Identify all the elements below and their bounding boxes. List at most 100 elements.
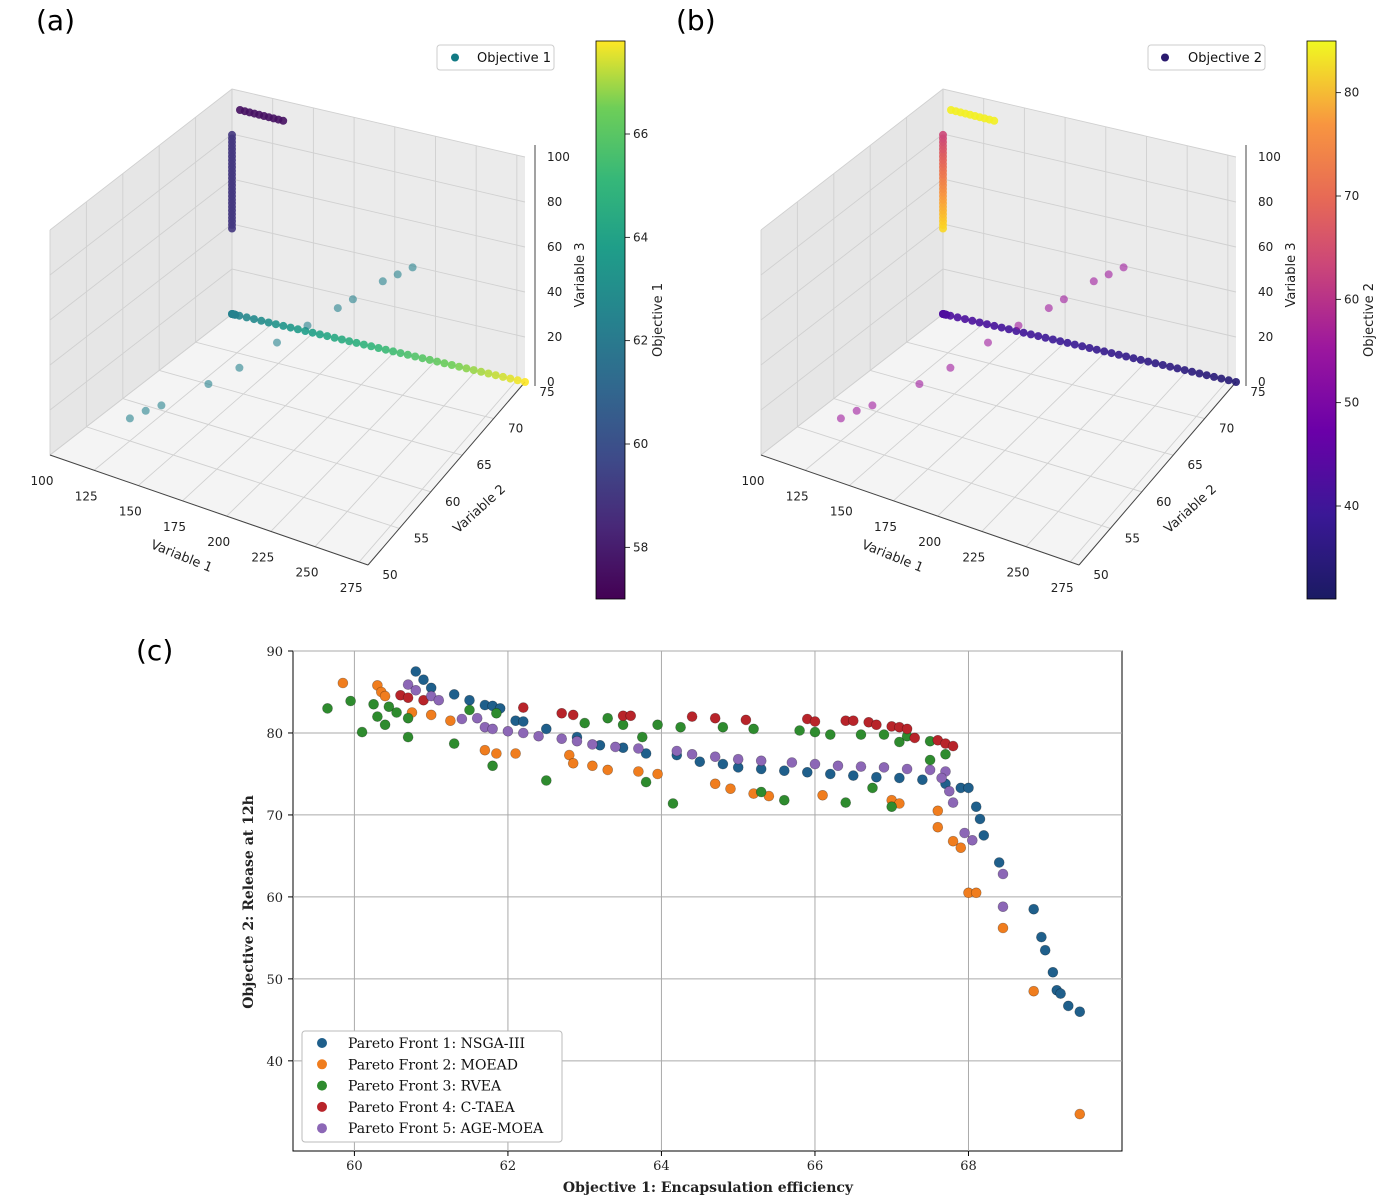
panel-c-point-series-1 — [974, 813, 986, 825]
panel-a-data-point — [293, 325, 302, 334]
panel-b-y-tick-label: 70 — [1219, 422, 1234, 436]
panel-c-point-series-1 — [464, 694, 475, 706]
panel-c-point-series-1 — [410, 666, 422, 677]
panel-c-point-series-1 — [963, 782, 974, 794]
panel-b-data-point — [1158, 361, 1167, 369]
panel-b-data-point — [1166, 362, 1175, 371]
panel-c-point-series-5 — [556, 733, 568, 745]
panel-c-point-series-4 — [847, 715, 859, 727]
panel-c-point-series-3 — [579, 717, 591, 729]
panel-c-x-tick-label: 66 — [807, 1159, 824, 1174]
panel-c-y-tick-label: 60 — [266, 891, 283, 906]
panel-c-point-series-3 — [402, 731, 414, 743]
panel-c-point-series-5 — [878, 762, 890, 773]
panel-c-scatter-plot: 60 62 64 66 68 40 50 60 70 80 90 Objective 1: Enca… — [241, 645, 1123, 1196]
panel-c-point-series-3 — [345, 695, 356, 707]
panel-c-point-series-1 — [1039, 944, 1051, 956]
panel-c-point-series-1 — [824, 768, 836, 780]
panel-b-data-point — [1048, 335, 1057, 344]
panel-b-x-tick-label: 200 — [918, 535, 941, 549]
panel-a-x-axis-label: Variable 1 — [148, 538, 214, 576]
panel-c-x-tick-label: 68 — [960, 1159, 977, 1174]
panel-b-data-point — [1089, 277, 1098, 286]
panel-b-x-tick-label: 125 — [786, 489, 809, 503]
panel-b-z-tick-label: 100 — [1258, 150, 1281, 164]
panel-b-data-point — [1019, 328, 1028, 337]
panel-b-data-point — [1217, 374, 1226, 383]
panel-b-data-point — [1100, 347, 1109, 356]
panel-c-point-series-5 — [786, 757, 798, 768]
panel-a-data-point — [228, 130, 236, 139]
panel-a-back-wall-pane — [232, 89, 525, 382]
panel-c-point-series-2 — [510, 748, 521, 759]
panel-c-legend-marker — [317, 1080, 327, 1091]
panel-b-data-point — [1044, 304, 1053, 313]
panel-c-legend-label: Pareto Front 2: MOEAD — [348, 1057, 518, 1073]
panel-c-point-series-3 — [755, 786, 767, 798]
panel-a-x-tick-label: 100 — [31, 474, 54, 488]
panel-c-legend-label: Pareto Front 1: NSGA-III — [348, 1036, 525, 1052]
panel-c-point-series-5 — [732, 753, 744, 765]
panel-a-data-point — [521, 378, 529, 386]
panel-c-point-series-2 — [709, 778, 721, 790]
panel-a-colorbar: 58 60 62 64 66 Objective 1 — [595, 40, 666, 600]
panel-c-point-series-1 — [1036, 931, 1047, 943]
panel-c-legend-marker — [317, 1101, 327, 1112]
panel-b-data-point — [1056, 337, 1065, 346]
panel-a-y-tick-label: 60 — [445, 495, 460, 509]
panel-a-z-tick-label: 100 — [547, 150, 570, 164]
panel-a-data-point — [235, 363, 244, 372]
panel-c-point-series-5 — [456, 713, 468, 725]
panel-c-point-series-4 — [809, 716, 821, 727]
panel-b-data-point — [984, 338, 992, 347]
panel-b-data-point — [1078, 342, 1087, 351]
panel-c-y-tick-label: 70 — [266, 809, 283, 824]
panel-c-point-series-1 — [1063, 1000, 1074, 1012]
panel-c-point-series-2 — [587, 760, 598, 772]
panel-b-data-point — [968, 316, 977, 325]
panel-c-legend-label: Pareto Front 5: AGE-MOEA — [348, 1121, 544, 1137]
panel-b-legend-label: Objective 2 — [1188, 51, 1262, 66]
panel-b-colorbar-tick-label: 50 — [1344, 396, 1359, 410]
panel-a-data-point — [333, 304, 342, 313]
panel-a-x-tick-label: 175 — [163, 520, 186, 534]
panel-a-z-tick-label: 60 — [547, 240, 562, 254]
panel-a-y-tick-label: 70 — [508, 422, 523, 436]
panel-b-data-point — [990, 116, 999, 125]
panel-a-data-point — [491, 371, 500, 380]
panel-a-floor-pane — [50, 314, 525, 565]
panel-b-data-point — [942, 310, 951, 319]
panel-c-point-series-2 — [479, 744, 491, 756]
panel-c-x-tick-label: 60 — [346, 1159, 363, 1174]
panel-a-data-point — [264, 318, 273, 327]
panel-b-x-tick-label: 175 — [874, 520, 897, 534]
panel-c-legend-marker — [317, 1059, 327, 1070]
panel-b-grid-line — [760, 268, 1237, 411]
panel-c-point-series-3 — [675, 721, 686, 733]
panel-b-data-point — [868, 401, 877, 410]
panel-c-point-series-5 — [410, 684, 422, 696]
panel-c-point-series-5 — [686, 748, 698, 760]
panel-a-data-point — [231, 310, 240, 319]
panel-a-data-point — [323, 332, 332, 341]
panel-c-point-series-3 — [383, 701, 395, 713]
panel-c-point-series-3 — [602, 712, 614, 724]
panel-c-point-series-3 — [778, 794, 790, 806]
panel-c-point-series-3 — [379, 719, 391, 731]
panel-c-point-series-3 — [794, 725, 805, 736]
panel-b-data-point — [915, 380, 924, 388]
panel-c-x-tick-label: 62 — [500, 1159, 517, 1174]
panel-b-data-point — [1136, 355, 1145, 364]
panel-a-data-point — [425, 355, 434, 364]
panel-a-data-point — [477, 367, 486, 376]
panel-c-legend-marker — [317, 1123, 327, 1134]
panel-b-back-wall-pane — [943, 89, 1236, 382]
panel-c-point-series-3 — [840, 797, 852, 808]
panel-c-point-series-2 — [817, 789, 828, 801]
panel-c-point-series-1 — [978, 830, 990, 841]
panel-c-point-series-4 — [625, 710, 637, 722]
panel-a-colorbar-tick-label: 62 — [633, 334, 648, 348]
panel-a-data-point — [447, 361, 456, 369]
panel-c-point-series-1 — [993, 857, 1005, 868]
